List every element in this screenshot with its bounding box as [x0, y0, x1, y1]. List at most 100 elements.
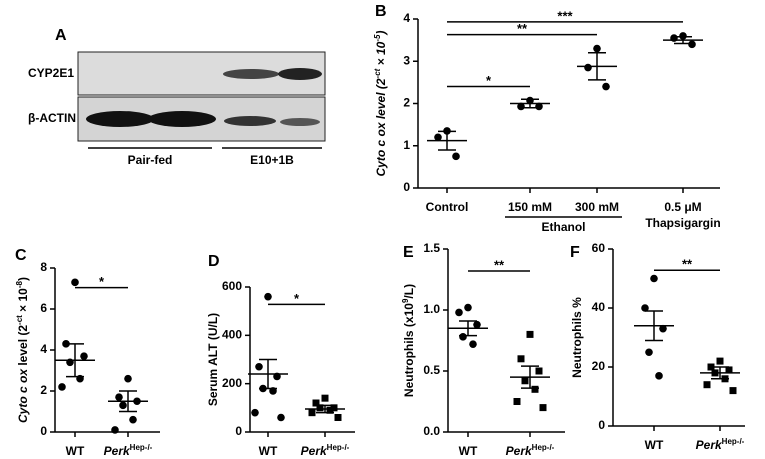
significance-label: ***: [557, 8, 573, 23]
band: [280, 118, 320, 126]
x-tick-label: WT: [259, 444, 278, 458]
x-tick-label: WT: [459, 444, 478, 458]
text-part: 0.5 μM: [664, 200, 701, 214]
data-point: [659, 324, 667, 333]
data-point: [473, 320, 481, 329]
significance-label: *: [294, 291, 300, 306]
text-part: Neutrophils (x10: [402, 303, 416, 397]
y-tick-label: 2: [403, 96, 410, 110]
y-tick-label: 200: [222, 376, 242, 390]
error-bar: [66, 343, 84, 378]
data-point: [264, 292, 272, 301]
y-tick-label: 8: [40, 260, 47, 274]
error-bar: [119, 390, 137, 413]
text-part: Hep-/-: [532, 443, 555, 452]
y-tick-label: 0: [40, 424, 47, 438]
data-point: [119, 401, 127, 410]
text-part: WT: [66, 444, 85, 458]
data-point: [716, 357, 724, 365]
error-bar: [438, 130, 456, 151]
y-tick-label: 20: [592, 359, 606, 373]
significance-label: *: [486, 73, 492, 88]
text-part: WT: [459, 444, 478, 458]
significance-label: *: [99, 274, 105, 289]
data-point: [531, 385, 539, 393]
significance-label: **: [517, 21, 528, 36]
error-bar: [674, 35, 692, 45]
x-tick-label: WT: [66, 444, 85, 458]
data-point: [312, 399, 320, 407]
x-tick-label: 300 mM: [575, 200, 619, 214]
panel-label: E: [403, 244, 414, 261]
significance-label: **: [494, 257, 505, 272]
y-tick-label: 40: [592, 300, 606, 314]
y-axis-label: Serum ALT (U/L): [206, 313, 220, 406]
text-part: -8: [15, 280, 24, 288]
text-part: ): [16, 277, 30, 281]
error-bar: [521, 98, 539, 109]
text-part: WT: [645, 438, 664, 452]
x-tick-label: PerkHep-/-: [696, 437, 745, 453]
data-point: [513, 398, 521, 405]
row-label: CYP2E1: [28, 66, 74, 80]
data-point: [602, 82, 610, 91]
text-part: Hep-/-: [722, 437, 745, 446]
data-point: [645, 348, 653, 357]
text-part: Hep-/-: [130, 443, 153, 452]
error-bar: [711, 366, 729, 380]
row-label: β-ACTIN: [28, 111, 76, 125]
y-tick-label: 4: [40, 342, 47, 356]
y-tick-label: 3: [403, 53, 410, 67]
y-tick-label: 600: [222, 279, 242, 293]
data-point: [539, 404, 547, 412]
y-axis-label: Neutrophils %: [570, 297, 584, 378]
x-tick-label: Control: [426, 200, 469, 214]
data-point: [434, 133, 442, 142]
text-part: × 10: [16, 288, 30, 315]
text-part: 150 mM: [508, 200, 552, 214]
text-part: -ct: [15, 315, 24, 325]
band: [223, 69, 279, 79]
data-point: [526, 330, 534, 338]
data-point: [650, 274, 658, 283]
data-point: [111, 426, 119, 434]
data-point: [321, 394, 329, 402]
y-tick-label: 0: [598, 418, 605, 432]
error-bar: [459, 320, 477, 337]
text-part: 300 mM: [575, 200, 619, 214]
y-tick-label: 0.0: [423, 424, 440, 438]
x-tick-label: WT: [645, 438, 664, 452]
error-bar: [259, 358, 277, 390]
text-part: 9: [401, 298, 410, 303]
y-tick-label: 0: [235, 424, 242, 438]
text-part: × 10: [374, 41, 388, 68]
panel-label: A: [55, 27, 67, 44]
data-point: [80, 352, 88, 360]
x-tick-label: PerkHep-/-: [104, 443, 153, 459]
text-part: ): [374, 31, 388, 37]
band: [148, 111, 216, 127]
data-point: [469, 340, 477, 348]
panel-a: A CYP2E1 β-ACTIN Pair-fed E10+1B: [28, 27, 326, 167]
text-part: Hep-/-: [327, 443, 350, 452]
y-tick-label: 6: [40, 301, 47, 315]
panel-label: C: [15, 247, 27, 264]
panel-label: B: [375, 3, 387, 20]
text-part: Control: [426, 200, 469, 214]
text-part: -ct: [373, 68, 382, 78]
data-point: [725, 366, 733, 374]
band: [278, 68, 322, 80]
data-point: [455, 308, 463, 317]
data-point: [124, 374, 132, 383]
text-part: WT: [259, 444, 278, 458]
error-bar: [588, 52, 606, 81]
data-point: [688, 40, 696, 49]
text-part: Perk: [506, 444, 533, 458]
x-tick-label: PerkHep-/-: [506, 443, 555, 459]
significance-label: **: [682, 257, 693, 272]
data-point: [703, 381, 711, 389]
y-tick-label: 1.0: [423, 302, 440, 316]
text-part: Perk: [104, 444, 131, 458]
